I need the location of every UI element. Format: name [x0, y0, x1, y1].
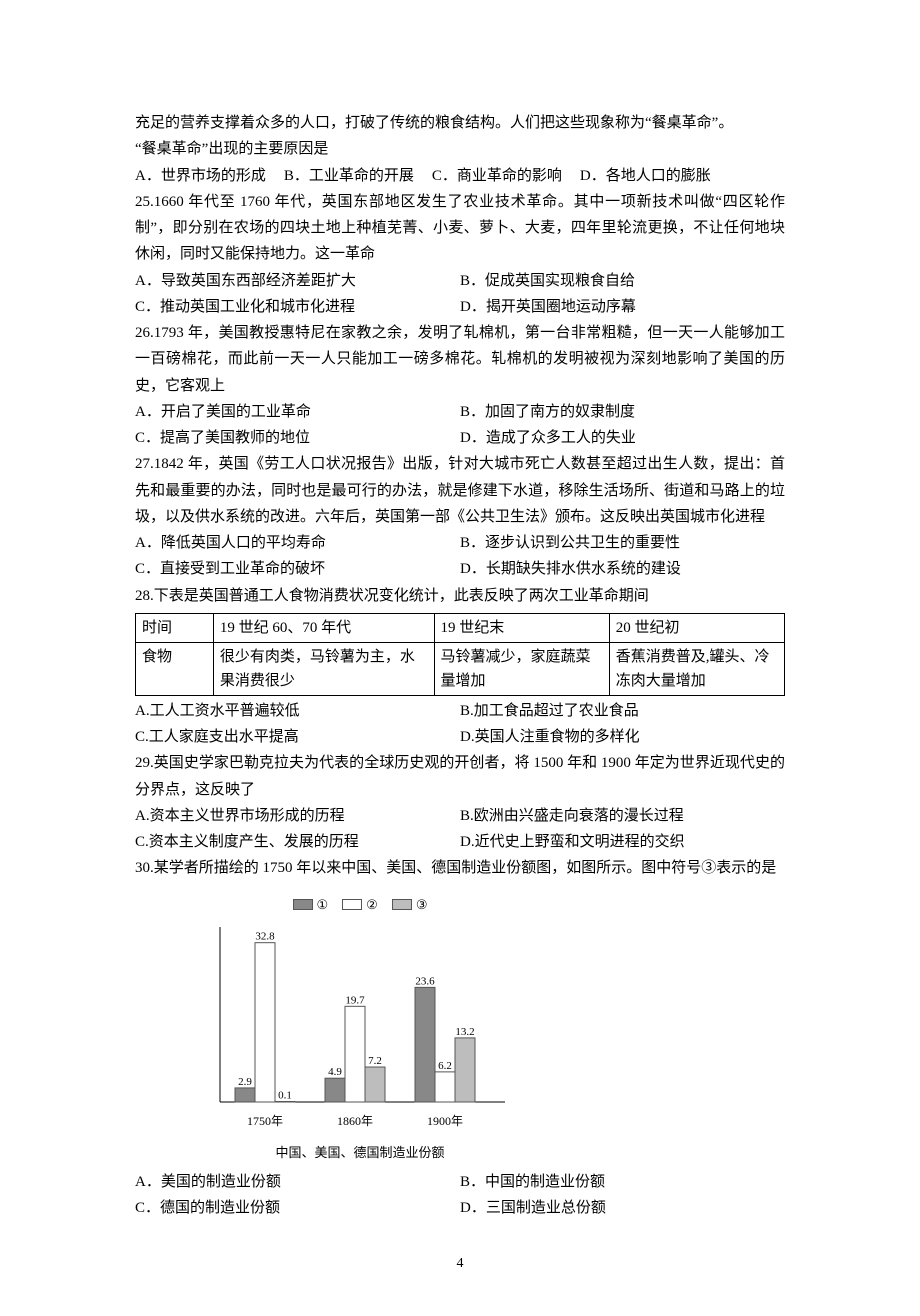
svg-text:23.6: 23.6 [415, 976, 435, 988]
legend-item-1: ① [293, 894, 329, 917]
chart-caption: 中国、美国、德国制造业份额 [195, 1142, 525, 1165]
q26-stem: 26.1793 年，美国教授惠特尼在家教之余，发明了轧棉机，第一台非常粗糙，但一… [135, 320, 785, 399]
q28-row2: C.工人家庭支出水平提高 D.英国人注重食物的多样化 [135, 724, 785, 750]
svg-text:1900年: 1900年 [427, 1114, 463, 1128]
q27-opt-c: C．直接受到工业革命的破坏 [135, 556, 460, 582]
svg-text:1860年: 1860年 [337, 1114, 373, 1128]
svg-text:19.7: 19.7 [345, 995, 365, 1007]
q25-stem: 25.1660 年代至 1760 年代，英国东部地区发生了农业技术革命。其中一项… [135, 189, 785, 268]
legend-item-2: ② [342, 894, 378, 917]
manufacturing-chart: ① ② ③ 2.9 32.8 0.1 1750年 4.9 19.7 7.2 1860年 23.6… [195, 894, 525, 1166]
q28-opt-a: A.工人工资水平普遍较低 [135, 698, 460, 724]
q26-opt-a: A．开启了美国的工业革命 [135, 399, 460, 425]
intro-opt-d: D．各地人口的膨胀 [580, 163, 711, 189]
intro-line1: 充足的营养支撑着众多的人口，打破了传统的粮食结构。人们把这些现象称为“餐桌革命”… [135, 110, 785, 136]
q29-opt-c: C.资本主义制度产生、发展的历程 [135, 829, 460, 855]
svg-text:13.2: 13.2 [455, 1026, 474, 1038]
q27-opt-a: A．降低英国人口的平均寿命 [135, 530, 460, 556]
q27-opt-b: B．逐步认识到公共卫生的重要性 [460, 530, 785, 556]
q29-opt-a: A.资本主义世界市场形成的历程 [135, 803, 460, 829]
chart-legend: ① ② ③ [195, 894, 525, 917]
q28-table: 时间 19 世纪 60、70 年代 19 世纪末 20 世纪初 食物 很少有肉类… [135, 613, 785, 696]
swatch-1-icon [293, 899, 313, 910]
svg-text:0.1: 0.1 [278, 1090, 292, 1102]
legend-label-3: ③ [416, 894, 428, 917]
q25-opt-b: B．促成英国实现粮食自给 [460, 268, 785, 294]
q28-r2c2: 很少有肉类，马铃薯为主，水果消费很少 [213, 642, 434, 695]
svg-text:4.9: 4.9 [328, 1066, 342, 1078]
q25-row2: C．推动英国工业化和城市化进程 D．揭开英国圈地运动序幕 [135, 294, 785, 320]
legend-label-2: ② [366, 894, 378, 917]
q28-stem: 28.下表是英国普通工人食物消费状况变化统计，此表反映了两次工业革命期间 [135, 583, 785, 609]
q28-r2c1: 食物 [136, 642, 214, 695]
table-row: 时间 19 世纪 60、70 年代 19 世纪末 20 世纪初 [136, 613, 785, 642]
q28-row1: A.工人工资水平普遍较低 B.加工食品超过了农业食品 [135, 698, 785, 724]
q27-stem: 27.1842 年，英国《劳工人口状况报告》出版，针对大城市死亡人数甚至超过出生… [135, 451, 785, 530]
q26-opt-b: B．加固了南方的奴隶制度 [460, 399, 785, 425]
q29-stem: 29.英国史学家巴勒克拉夫为代表的全球历史观的开创者，将 1500 年和 190… [135, 750, 785, 803]
q29-row1: A.资本主义世界市场形成的历程 B.欧洲由兴盛走向衰落的漫长过程 [135, 803, 785, 829]
q27-row2: C．直接受到工业革命的破坏 D．长期缺失排水供水系统的建设 [135, 556, 785, 582]
q28-r1c4: 20 世纪初 [609, 613, 784, 642]
q30-opt-a: A．美国的制造业份额 [135, 1169, 460, 1195]
q25-opt-d: D．揭开英国圈地运动序幕 [460, 294, 785, 320]
q30-stem: 30.某学者所描绘的 1750 年以来中国、美国、德国制造业份额图，如图所示。图… [135, 855, 785, 881]
svg-text:1750年: 1750年 [247, 1114, 283, 1128]
svg-text:7.2: 7.2 [368, 1055, 382, 1067]
q30-opt-c: C．德国的制造业份额 [135, 1195, 460, 1221]
q28-r1c2: 19 世纪 60、70 年代 [213, 613, 434, 642]
svg-text:6.2: 6.2 [438, 1060, 452, 1072]
q29-opt-d: D.近代史上野蛮和文明进程的交织 [460, 829, 785, 855]
q26-row2: C．提高了美国教师的地位 D．造成了众多工人的失业 [135, 425, 785, 451]
q27-row1: A．降低英国人口的平均寿命 B．逐步认识到公共卫生的重要性 [135, 530, 785, 556]
page-number: 4 [135, 1252, 785, 1277]
legend-item-3: ③ [392, 894, 428, 917]
q29-opt-b: B.欧洲由兴盛走向衰落的漫长过程 [460, 803, 785, 829]
intro-opt-a: A．世界市场的形成 [135, 163, 266, 189]
q25-opt-c: C．推动英国工业化和城市化进程 [135, 294, 460, 320]
intro-line2: “餐桌革命”出现的主要原因是 [135, 136, 785, 162]
q28-r2c3: 马铃薯减少，家庭蔬菜量增加 [434, 642, 609, 695]
q28-r1c1: 时间 [136, 613, 214, 642]
q27-opt-d: D．长期缺失排水供水系统的建设 [460, 556, 785, 582]
q30-opt-d: D．三国制造业总份额 [460, 1195, 785, 1221]
q28-r1c3: 19 世纪末 [434, 613, 609, 642]
q28-r2c4: 香蕉消费普及,罐头、冷冻肉大量增加 [609, 642, 784, 695]
q28-opt-b: B.加工食品超过了农业食品 [460, 698, 785, 724]
bar-chart-svg: 2.9 32.8 0.1 1750年 4.9 19.7 7.2 1860年 23.6 6.2 13.… [195, 922, 525, 1140]
q25-row1: A．导致英国东西部经济差距扩大 B．促成英国实现粮食自给 [135, 268, 785, 294]
table-row: 食物 很少有肉类，马铃薯为主，水果消费很少 马铃薯减少，家庭蔬菜量增加 香蕉消费… [136, 642, 785, 695]
q29-row2: C.资本主义制度产生、发展的历程 D.近代史上野蛮和文明进程的交织 [135, 829, 785, 855]
q26-row1: A．开启了美国的工业革命 B．加固了南方的奴隶制度 [135, 399, 785, 425]
q30-opt-b: B．中国的制造业份额 [460, 1169, 785, 1195]
q28-opt-c: C.工人家庭支出水平提高 [135, 724, 460, 750]
intro-opt-c: C．商业革命的影响 [432, 163, 562, 189]
q30-row2: C．德国的制造业份额 D．三国制造业总份额 [135, 1195, 785, 1221]
q28-opt-d: D.英国人注重食物的多样化 [460, 724, 785, 750]
legend-label-1: ① [317, 894, 329, 917]
q26-opt-d: D．造成了众多工人的失业 [460, 425, 785, 451]
intro-opt-b: B．工业革命的开展 [284, 163, 414, 189]
swatch-2-icon [342, 899, 362, 910]
svg-text:2.9: 2.9 [238, 1076, 252, 1088]
svg-text:32.8: 32.8 [255, 931, 275, 943]
q26-opt-c: C．提高了美国教师的地位 [135, 425, 460, 451]
swatch-3-icon [392, 899, 412, 910]
q25-opt-a: A．导致英国东西部经济差距扩大 [135, 268, 460, 294]
q30-row1: A．美国的制造业份额 B．中国的制造业份额 [135, 1169, 785, 1195]
intro-options: A．世界市场的形成 B．工业革命的开展 C．商业革命的影响 D．各地人口的膨胀 [135, 163, 785, 189]
